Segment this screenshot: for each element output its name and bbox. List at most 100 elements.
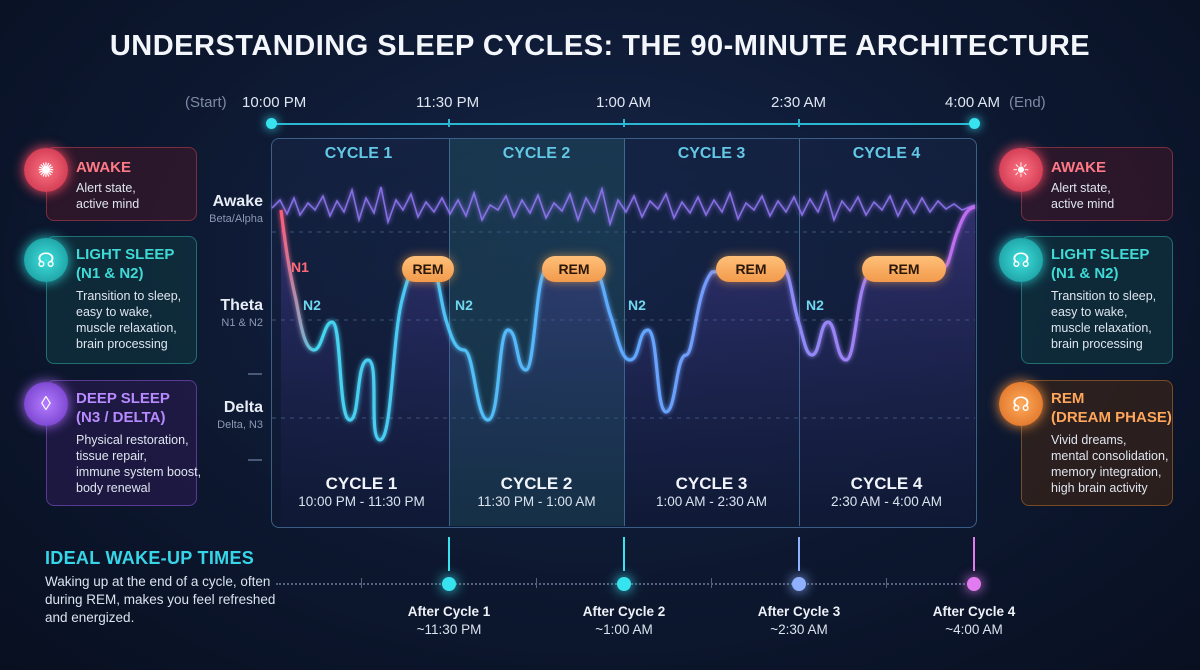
card-line: Physical restoration,: [76, 433, 189, 447]
wake-time-4: ~4:00 AM: [945, 622, 1003, 637]
timeline-end-note: (End): [1009, 94, 1046, 111]
timeline-label-3: 2:30 AM: [771, 94, 827, 111]
card-line: Alert state,: [1051, 181, 1111, 195]
card-line: brain processing: [76, 337, 168, 351]
head-brain-icon: ☊: [24, 238, 68, 282]
timeline-label-1: 11:30 PM: [416, 94, 480, 111]
page-title: UNDERSTANDING SLEEP CYCLES: THE 90-MINUT…: [109, 30, 1091, 62]
card-title: AWAKE: [1051, 159, 1107, 176]
cycle-4-title: CYCLE 4: [850, 474, 923, 493]
timeline-label-2: 1:00 AM: [596, 94, 652, 111]
legend-card-awake-left: [46, 147, 197, 221]
wake-stem: [973, 537, 975, 571]
legend-card-light-sleep-left: [46, 236, 197, 364]
rem-badge-cycle-3: REM: [716, 256, 786, 282]
timeline-start-dot: [266, 118, 277, 129]
card-subtitle: (N1 & N2): [1051, 265, 1119, 282]
wake-point-3: [792, 577, 806, 591]
wake-time-1: ~11:30 PM: [416, 622, 482, 637]
cycle-4-header: CYCLE 4: [852, 145, 921, 162]
wake-tick: [361, 578, 362, 588]
wake-label-2: After Cycle 2: [582, 604, 666, 619]
wake-tick: [711, 578, 712, 588]
timeline-end-dot: [969, 118, 980, 129]
card-title: AWAKE: [76, 159, 132, 176]
card-title: LIGHT SLEEP: [76, 246, 175, 263]
level-awake-label: Awake: [212, 193, 263, 210]
level-theta-sub: N1 & N2: [221, 317, 263, 329]
level-awake-sub: Beta/Alpha: [209, 213, 263, 225]
legend-card-light-sleep-right: [1021, 236, 1173, 364]
card-line: immune system boost,: [76, 465, 202, 479]
timeline-label-4: 4:00 AM: [945, 94, 1001, 111]
wake-times-description: Waking up at the end of a cycle, often d…: [45, 574, 276, 625]
cycle-3-title: CYCLE 3: [675, 474, 748, 493]
timeline-tick: [623, 119, 625, 127]
rem-badge-cycle-1: REM: [402, 256, 454, 282]
card-line: easy to wake,: [1051, 305, 1128, 319]
rem-badge-cycle-4: REM: [862, 256, 946, 282]
card-line: mental consolidation,: [1051, 449, 1169, 463]
lightbulb-icon: ☀: [999, 148, 1043, 192]
legend-card-rem: [1021, 380, 1173, 506]
stage-n1-label: N1: [291, 259, 309, 275]
cycle-2-title: CYCLE 2: [500, 474, 573, 493]
card-title: LIGHT SLEEP: [1051, 246, 1150, 263]
card-line: body renewal: [76, 481, 151, 495]
cycle-2-header: CYCLE 2: [502, 145, 571, 162]
legend-card-deep-sleep: [46, 380, 197, 506]
wake-tick: [536, 578, 537, 588]
timeline-tick: [798, 119, 800, 127]
card-line: easy to wake,: [76, 305, 153, 319]
rem-badge-cycle-2: REM: [542, 256, 606, 282]
wake-point-1: [442, 577, 456, 591]
head-brain-icon: ☊: [999, 238, 1043, 282]
wake-stem: [798, 537, 800, 571]
card-title: DEEP SLEEP: [76, 390, 170, 407]
droplet-icon: ◊: [24, 382, 68, 426]
card-line: muscle relaxation,: [1051, 321, 1152, 335]
card-line: Transition to sleep,: [1051, 289, 1157, 303]
cycle-divider: [624, 139, 625, 526]
stage-n2-label-cycle-4: N2: [806, 297, 824, 313]
card-line: Transition to sleep,: [76, 289, 182, 303]
cycle-3-range: 1:00 AM - 2:30 AM: [655, 494, 768, 509]
wake-time-2: ~1:00 AM: [595, 622, 653, 637]
level-delta-label: Delta: [223, 399, 263, 416]
wake-tick: [886, 578, 887, 588]
timeline-label-0: 10:00 PM: [242, 94, 307, 111]
card-subtitle: (N1 & N2): [76, 265, 144, 282]
cycle-3-header: CYCLE 3: [677, 145, 746, 162]
timeline-tick: [448, 119, 450, 127]
stage-n2-label-cycle-1: N2: [303, 297, 321, 313]
stage-n2-label-cycle-3: N2: [628, 297, 646, 313]
wake-time-3: ~2:30 AM: [770, 622, 828, 637]
card-subtitle: (N3 / DELTA): [76, 409, 166, 426]
brain-icon: ✺: [24, 148, 68, 192]
level-delta-sub: Delta, N3: [217, 419, 263, 431]
card-line: Vivid dreams,: [1051, 433, 1127, 447]
card-title: REM: [1051, 390, 1085, 407]
stage-n2-label-cycle-2: N2: [455, 297, 473, 313]
card-line: active mind: [76, 197, 140, 211]
cycle-4-range: 2:30 AM - 4:00 AM: [830, 494, 943, 509]
wake-stem: [448, 537, 450, 571]
card-line: memory integration,: [1051, 465, 1162, 479]
card-line: active mind: [1051, 197, 1115, 211]
wake-point-4: [967, 577, 981, 591]
legend-card-awake-right: [1021, 147, 1173, 221]
card-line: muscle relaxation,: [76, 321, 177, 335]
card-line: tissue repair,: [76, 449, 147, 463]
head-brain-icon: ☊: [999, 382, 1043, 426]
wake-stem: [623, 537, 625, 571]
cycle-1-title: CYCLE 1: [325, 474, 398, 493]
wake-label-4: After Cycle 4: [932, 604, 1016, 619]
cycle-1-range: 10:00 PM - 11:30 PM: [298, 494, 425, 509]
card-line: brain processing: [1051, 337, 1143, 351]
cycle-1-header: CYCLE 1: [324, 145, 393, 162]
wake-label-3: After Cycle 3: [757, 604, 841, 619]
timeline-start-note: (Start): [185, 94, 227, 111]
wake-label-1: After Cycle 1: [407, 604, 491, 619]
wake-times-title: IDEAL WAKE-UP TIMES: [45, 548, 255, 568]
